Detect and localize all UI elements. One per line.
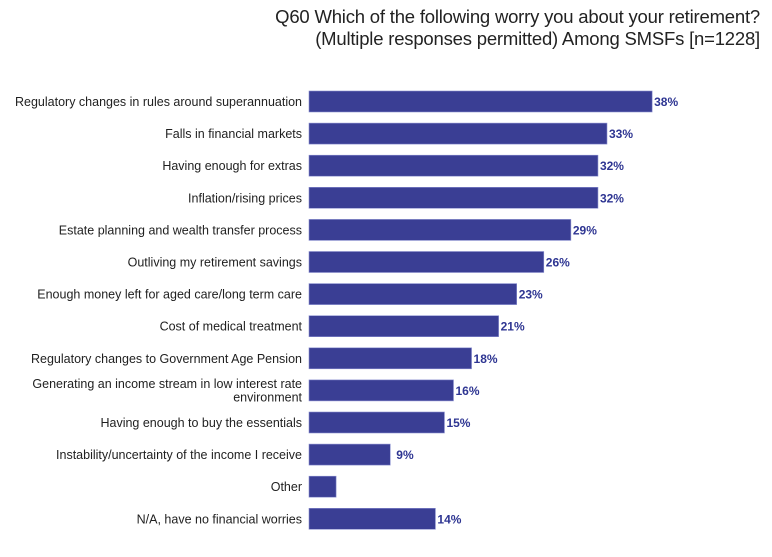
chart-subtitle: (Multiple responses permitted) Among SMS… <box>315 28 760 49</box>
category-label: environment <box>233 391 302 405</box>
bar <box>308 251 545 273</box>
category-label: Having enough to buy the essentials <box>100 416 302 430</box>
category-label: Cost of medical treatment <box>160 320 303 334</box>
bar <box>308 187 599 209</box>
category-label: Falls in financial markets <box>165 127 302 141</box>
category-label: Other <box>271 480 302 494</box>
value-label: 21% <box>501 320 525 334</box>
category-label: Estate planning and wealth transfer proc… <box>59 223 302 237</box>
value-label: 9% <box>396 448 414 462</box>
value-label: 32% <box>600 191 624 205</box>
value-label: 18% <box>474 352 498 366</box>
value-label: 33% <box>609 127 633 141</box>
category-label: Inflation/rising prices <box>188 191 302 205</box>
category-label: Regulatory changes to Government Age Pen… <box>31 352 302 366</box>
category-label: Regulatory changes in rules around super… <box>15 95 302 109</box>
bar <box>308 219 572 241</box>
value-label: 38% <box>654 95 678 109</box>
value-label: 29% <box>573 223 597 237</box>
category-label: Having enough for extras <box>162 159 302 173</box>
value-label: 26% <box>546 256 570 270</box>
chart-title: Q60 Which of the following worry you abo… <box>275 6 760 27</box>
category-label: N/A, have no financial worries <box>137 512 302 526</box>
chart-title-block: Q60 Which of the following worry you abo… <box>250 6 760 50</box>
bar <box>308 411 445 434</box>
bar <box>308 315 499 338</box>
value-label: 14% <box>437 512 461 526</box>
value-label: 32% <box>600 159 624 173</box>
value-label: 15% <box>446 416 470 430</box>
bar <box>308 443 391 466</box>
bar <box>308 379 454 402</box>
bar <box>308 475 337 498</box>
bar <box>308 90 653 113</box>
value-label: 16% <box>455 384 479 398</box>
category-label: Instability/uncertainty of the income I … <box>56 448 302 462</box>
category-label: Outliving my retirement savings <box>128 256 302 270</box>
bar <box>308 347 472 370</box>
bar <box>308 122 608 145</box>
category-label: Generating an income stream in low inter… <box>32 377 302 391</box>
bar <box>308 154 599 177</box>
bar <box>308 507 436 530</box>
bars-group: Regulatory changes in rules around super… <box>15 90 678 530</box>
category-label: Enough money left for aged care/long ter… <box>37 288 302 302</box>
value-label: 23% <box>519 288 543 302</box>
bar <box>308 283 517 305</box>
